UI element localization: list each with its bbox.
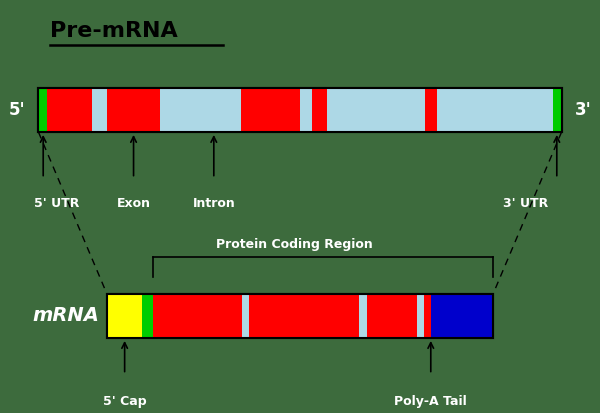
Bar: [359, 294, 367, 338]
Bar: [241, 88, 300, 132]
Bar: [367, 294, 417, 338]
Bar: [242, 294, 250, 338]
Bar: [425, 88, 437, 132]
Bar: [142, 294, 153, 338]
Bar: [107, 294, 142, 338]
Text: Pre-mRNA: Pre-mRNA: [50, 21, 178, 41]
Bar: [47, 88, 92, 132]
Bar: [417, 294, 424, 338]
Bar: [38, 88, 47, 132]
Bar: [38, 88, 562, 132]
Bar: [431, 294, 493, 338]
Text: mRNA: mRNA: [32, 306, 100, 325]
Text: Exon: Exon: [116, 197, 151, 210]
Text: Poly-A Tail: Poly-A Tail: [394, 395, 467, 408]
Text: 5' UTR: 5' UTR: [34, 197, 79, 210]
Text: Protein Coding Region: Protein Coding Region: [215, 238, 373, 251]
Text: 3': 3': [575, 101, 592, 119]
Bar: [38, 88, 562, 132]
Bar: [153, 294, 242, 338]
Bar: [338, 88, 425, 132]
Text: 5' Cap: 5' Cap: [103, 395, 146, 408]
Bar: [107, 294, 493, 338]
Bar: [327, 88, 338, 132]
Bar: [312, 88, 327, 132]
Bar: [92, 88, 107, 132]
Bar: [107, 294, 493, 338]
Bar: [424, 294, 431, 338]
Bar: [553, 88, 562, 132]
Bar: [437, 88, 553, 132]
Bar: [250, 294, 359, 338]
Bar: [107, 88, 160, 132]
Bar: [300, 88, 312, 132]
Bar: [160, 88, 172, 132]
Text: 5': 5': [9, 101, 25, 119]
Text: Intron: Intron: [193, 197, 235, 210]
Bar: [172, 88, 241, 132]
Text: 3' UTR: 3' UTR: [503, 197, 548, 210]
